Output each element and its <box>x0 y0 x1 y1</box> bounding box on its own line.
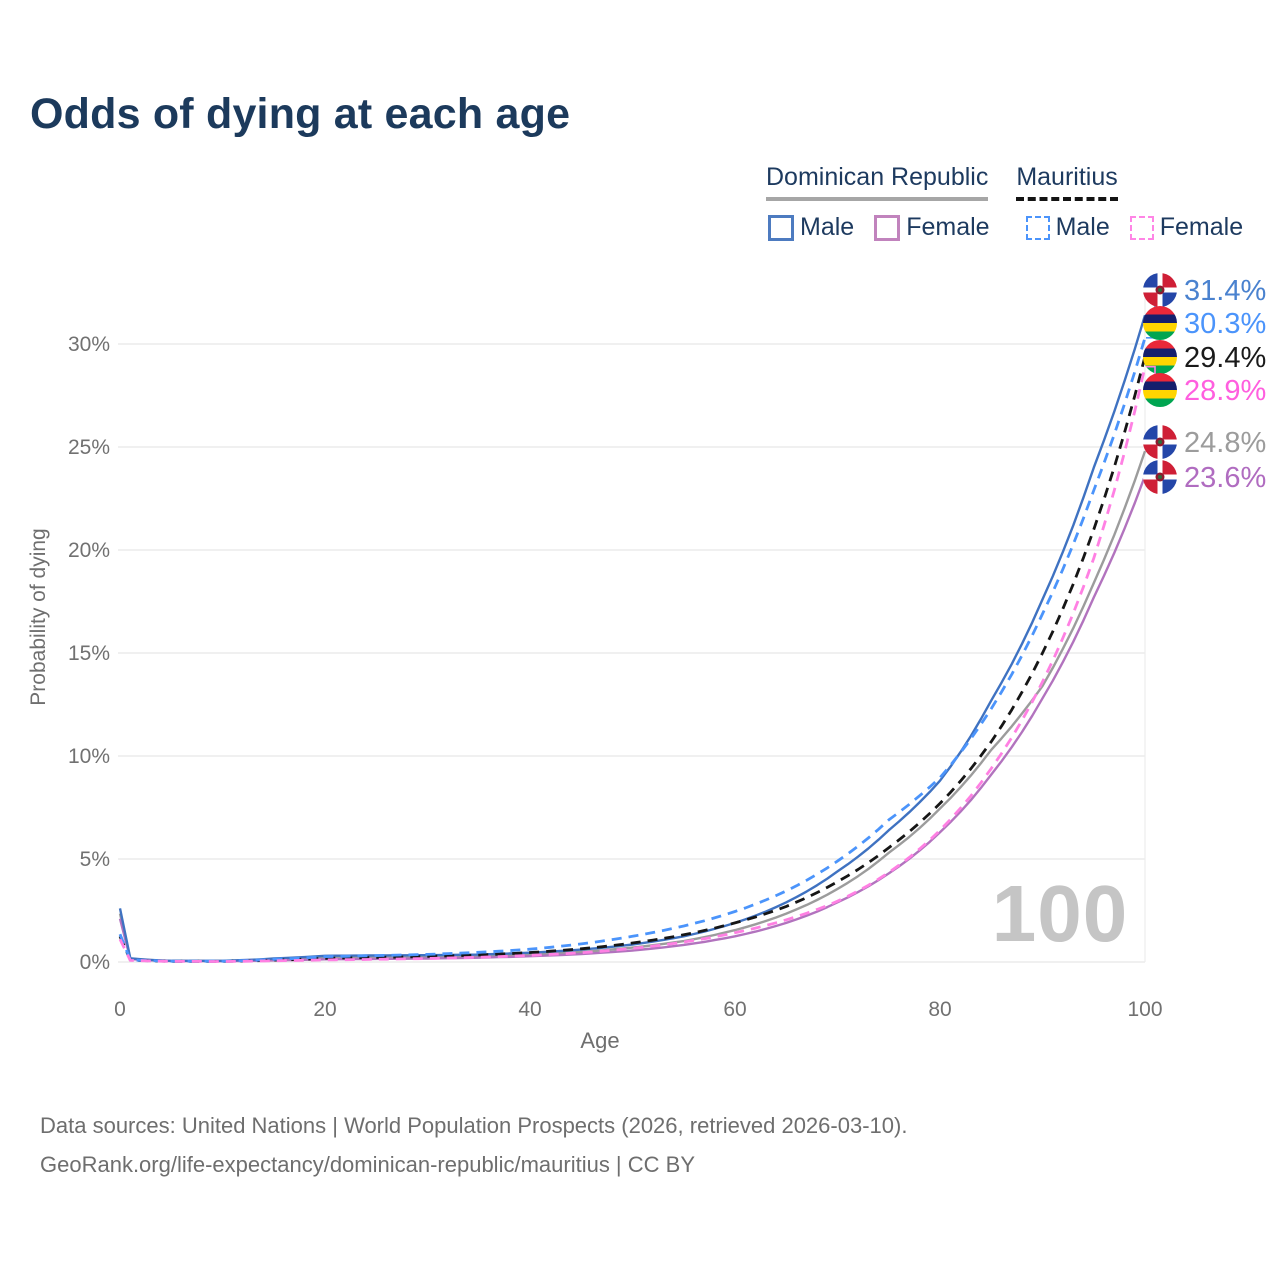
x-tick-label: 40 <box>518 998 541 1021</box>
flag-mauritius-icon <box>1143 373 1177 407</box>
series-line-mu-male[interactable] <box>118 337 1147 963</box>
legend-item-label: Female <box>1159 213 1244 241</box>
flag-dominican-republic-icon <box>1143 273 1177 307</box>
y-tick-label: 10% <box>68 745 110 768</box>
end-label-dr-female: 23.6% <box>1184 462 1266 494</box>
series-line-dr-male[interactable] <box>118 314 1147 962</box>
footer-sources-line: Data sources: United Nations | World Pop… <box>40 1113 908 1138</box>
series-line-mu-total[interactable] <box>118 356 1147 963</box>
legend-swatch-mu-male-icon <box>1025 215 1050 240</box>
legend-swatch-dr-female-icon <box>874 214 901 241</box>
x-axis-title: Age <box>580 1028 620 1053</box>
y-tick-label: 25% <box>68 436 110 459</box>
x-tick-label: 60 <box>723 998 746 1021</box>
x-tick-label: 80 <box>928 998 951 1021</box>
end-label-mu-female: 28.9% <box>1184 375 1266 407</box>
flag-dominican-republic-icon <box>1143 460 1177 494</box>
legend-swatch-dr-male-icon <box>768 214 794 241</box>
x-tick-label: 20 <box>313 998 336 1021</box>
y-tick-label: 0% <box>80 951 110 974</box>
y-axis-title: Probability of dying <box>27 528 50 706</box>
legend-group-headers: Dominican Republic Mauritius <box>766 163 1263 201</box>
legend: Dominican Republic Mauritius Male Female… <box>766 163 1263 242</box>
y-tick-label: 15% <box>68 642 110 665</box>
legend-swatch-mu-female-icon <box>1129 215 1154 240</box>
legend-group-dominican-republic[interactable]: Dominican Republic <box>766 163 989 201</box>
end-label-dr-male: 31.4% <box>1184 275 1266 307</box>
legend-item-dr-male[interactable]: Male <box>768 213 854 242</box>
end-label-dr-total: 24.8% <box>1184 427 1266 459</box>
flag-mauritius-icon <box>1143 340 1177 374</box>
legend-items-row: Male Female Male Female <box>766 213 1263 242</box>
legend-item-mu-male[interactable]: Male <box>1025 213 1110 242</box>
age-cursor-watermark: 100 <box>991 869 1129 958</box>
page-title: Odds of dying at each age <box>30 90 571 138</box>
footer-link-line: GeoRank.org/life-expectancy/dominican-re… <box>40 1152 695 1177</box>
legend-item-mu-female[interactable]: Female <box>1129 213 1244 242</box>
y-tick-label: 5% <box>80 848 110 871</box>
footer: Data sources: United Nations | World Pop… <box>40 1106 907 1184</box>
series-line-mu-female[interactable] <box>118 366 1147 963</box>
legend-group-mauritius[interactable]: Mauritius <box>1016 163 1118 201</box>
legend-item-label: Male <box>1055 213 1110 241</box>
end-label-mu-male: 30.3% <box>1184 308 1266 340</box>
y-tick-label: 20% <box>68 539 110 562</box>
x-tick-label: 100 <box>1127 998 1162 1021</box>
x-tick-label: 0 <box>114 998 126 1021</box>
end-label-mu-total: 29.4% <box>1184 342 1266 374</box>
flag-mauritius-icon <box>1143 306 1177 340</box>
legend-item-label: Female <box>906 213 990 241</box>
series-line-dr-female[interactable] <box>118 475 1147 963</box>
y-tick-label: 30% <box>68 333 110 356</box>
flag-dominican-republic-icon <box>1143 425 1177 459</box>
legend-item-label: Male <box>800 213 855 241</box>
legend-item-dr-female[interactable]: Female <box>874 213 990 242</box>
